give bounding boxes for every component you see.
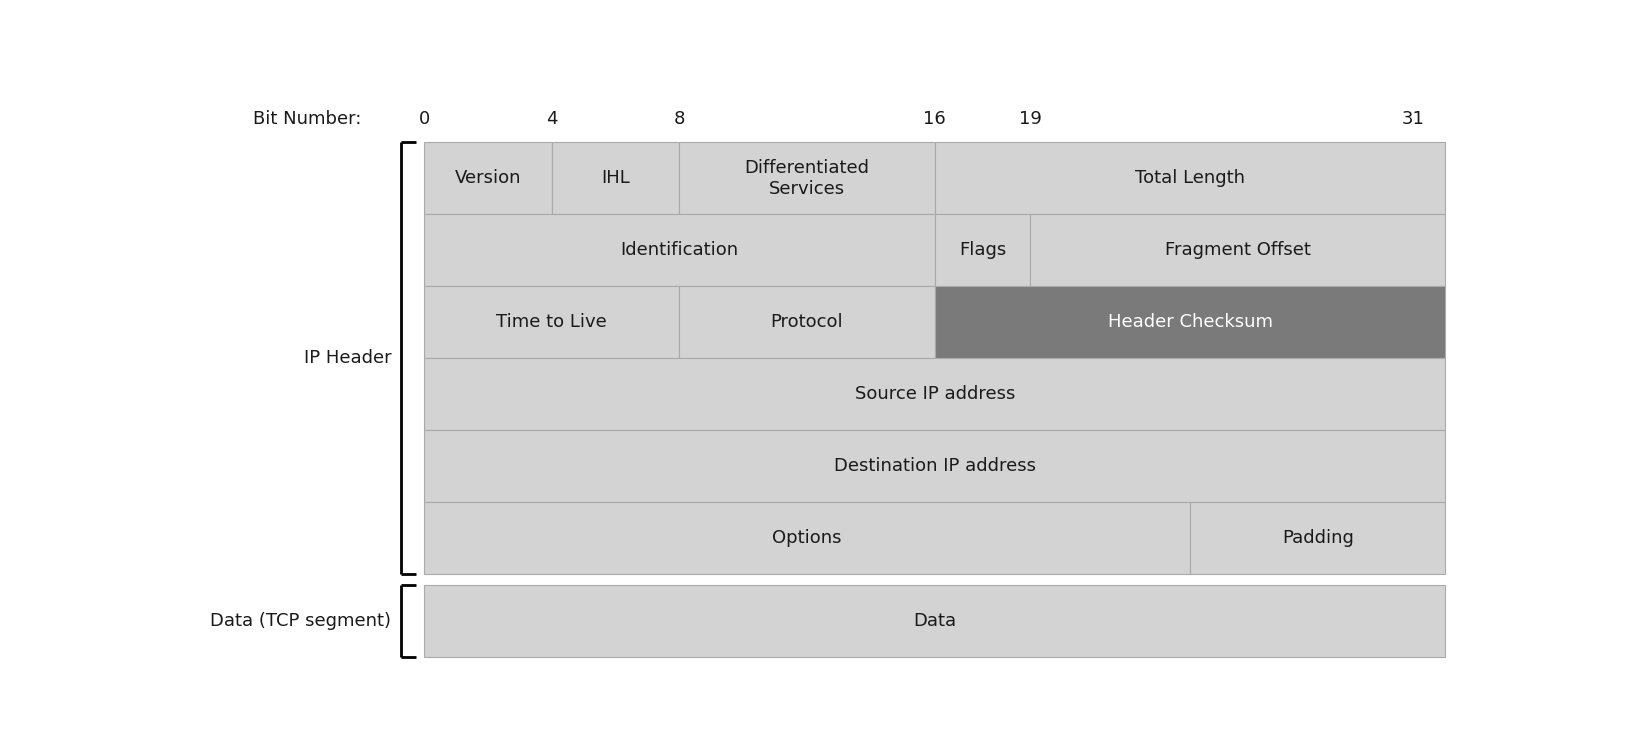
Text: 4: 4: [547, 110, 558, 128]
Text: Data: Data: [913, 612, 957, 630]
Bar: [425, 358, 1445, 430]
Text: 31: 31: [1402, 110, 1425, 128]
Bar: [680, 286, 934, 358]
Bar: [425, 430, 1445, 502]
Text: 0: 0: [418, 110, 430, 128]
Text: Padding: Padding: [1282, 529, 1354, 547]
Text: Source IP address: Source IP address: [854, 385, 1015, 403]
Text: Data (TCP segment): Data (TCP segment): [210, 612, 390, 630]
Text: 19: 19: [1019, 110, 1041, 128]
Bar: [934, 214, 1030, 286]
Text: 16: 16: [924, 110, 945, 128]
Text: Total Length: Total Length: [1136, 169, 1245, 187]
Bar: [425, 142, 552, 214]
Text: IP Header: IP Header: [304, 349, 390, 367]
Text: Version: Version: [454, 169, 521, 187]
Text: Differentiated
Services: Differentiated Services: [745, 158, 869, 198]
Text: Bit Number:: Bit Number:: [252, 110, 361, 128]
Bar: [680, 142, 934, 214]
Bar: [1030, 214, 1445, 286]
Bar: [934, 142, 1445, 214]
Bar: [552, 142, 680, 214]
Bar: [1189, 502, 1445, 575]
Text: Time to Live: Time to Live: [496, 313, 607, 331]
Text: Fragment Offset: Fragment Offset: [1165, 241, 1311, 259]
Text: Header Checksum: Header Checksum: [1108, 313, 1272, 331]
Bar: [934, 286, 1445, 358]
Text: Options: Options: [773, 529, 841, 547]
Bar: [425, 214, 934, 286]
Text: IHL: IHL: [600, 169, 630, 187]
Bar: [425, 585, 1445, 657]
Text: Flags: Flags: [958, 241, 1005, 259]
Text: Destination IP address: Destination IP address: [833, 457, 1036, 475]
Bar: [425, 286, 680, 358]
Bar: [425, 502, 1189, 575]
Text: Protocol: Protocol: [771, 313, 843, 331]
Text: 8: 8: [674, 110, 685, 128]
Text: Identification: Identification: [620, 241, 739, 259]
